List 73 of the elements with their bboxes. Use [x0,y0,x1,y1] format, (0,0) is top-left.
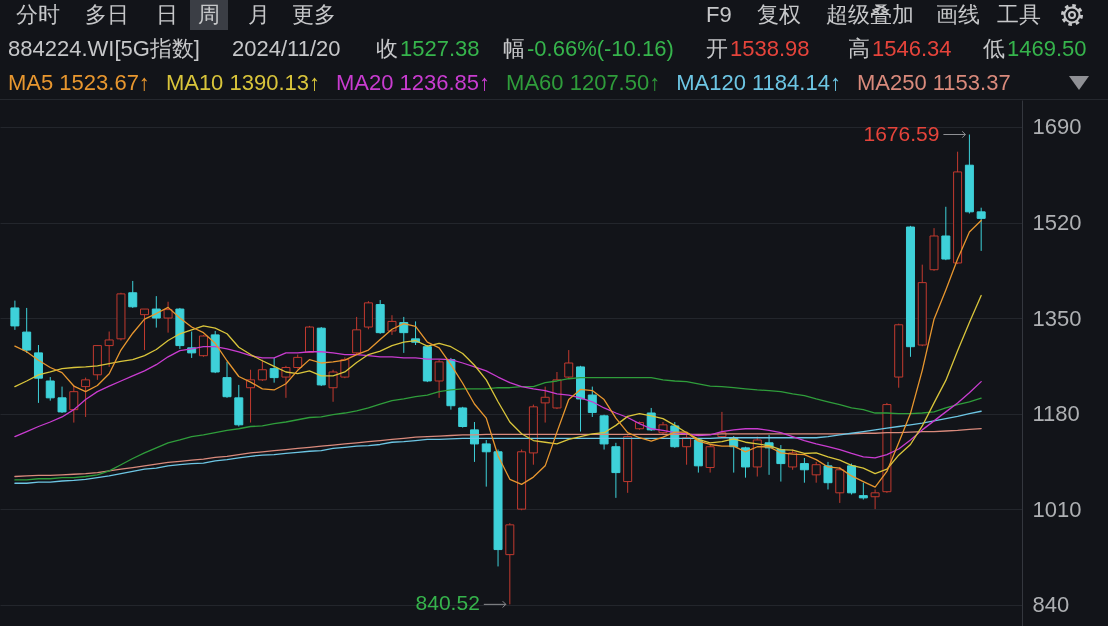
candlestick [57,386,67,414]
text: MA60 1207.50↑ [506,70,661,95]
text: 日 [156,2,178,27]
text: 分时 [16,2,60,27]
candlestick [140,308,150,351]
y-tick-label: 1010 [1032,496,1082,522]
candlestick [352,316,362,355]
candlestick [976,207,986,252]
y-tick-label: 1520 [1032,210,1082,236]
candlestick [45,376,55,402]
text: 月 [248,2,270,27]
text: 超级叠加 [826,2,914,27]
candlestick [705,444,715,474]
candlestick [870,488,880,510]
candlestick [564,349,574,379]
text: 复权 [757,2,801,27]
text: 开 [706,36,728,61]
y-tick-label: 1180 [1032,401,1080,427]
candlestick [269,357,279,384]
y-tick-label: 840 [1032,592,1070,618]
candlestick [941,206,951,261]
candlestick [104,331,114,368]
candlestick [799,457,809,484]
candlestick [22,307,32,354]
annotation: 840.52 [415,591,480,615]
candlestick [163,301,173,334]
text: 画线 [936,2,980,27]
annotation: 1676.59 [863,121,940,145]
candlestick [776,444,786,483]
y-tick-label: 1350 [1032,305,1082,331]
candlestick [328,369,338,403]
line-series [14,427,982,478]
text: 多日 [85,2,129,27]
candlestick [10,300,20,331]
candlestick [69,384,79,424]
candlestick [481,439,491,488]
text: 低 [983,36,1005,61]
text: 更多 [292,2,336,27]
text: 1538.98 [730,36,810,61]
candlestick [835,466,845,504]
text: MA20 1236.85↑ [335,70,491,95]
candlestick [741,446,750,479]
text: F9 [706,2,732,27]
candlestick [222,361,232,399]
text: MA250 1153.37 [856,70,1011,95]
text: MA10 1390.13↑ [165,70,320,95]
candlestick [811,461,821,484]
candlestick [682,432,692,466]
candlestick [281,365,291,399]
text: 收 [376,36,398,61]
chart-title: 884224.WI[5G指数] [8,36,200,61]
candlestick [81,377,91,418]
line-series [14,346,982,459]
line-series [14,294,982,475]
line-series [14,410,982,484]
text: 2024/11/20 [232,36,341,61]
text: 周 [190,0,228,30]
text: 1527.38 [400,36,480,61]
candlestick [540,386,550,424]
candlestick [434,359,444,399]
text: MA120 1184.14↑ [676,70,841,95]
y-tick-label: 1690 [1032,114,1082,140]
text: -0.66%(-10.16) [527,36,674,61]
text: 1469.50 [1007,36,1087,61]
candlestick [823,461,833,490]
text: MA5 1523.67↑ [8,70,150,95]
candlestick [587,386,597,418]
text: 工具 [997,2,1041,27]
text: 高 [848,36,870,61]
candlestick [788,449,798,471]
text: 1546.34 [872,36,952,61]
text: 幅 [503,36,525,61]
candlestick [128,280,138,309]
